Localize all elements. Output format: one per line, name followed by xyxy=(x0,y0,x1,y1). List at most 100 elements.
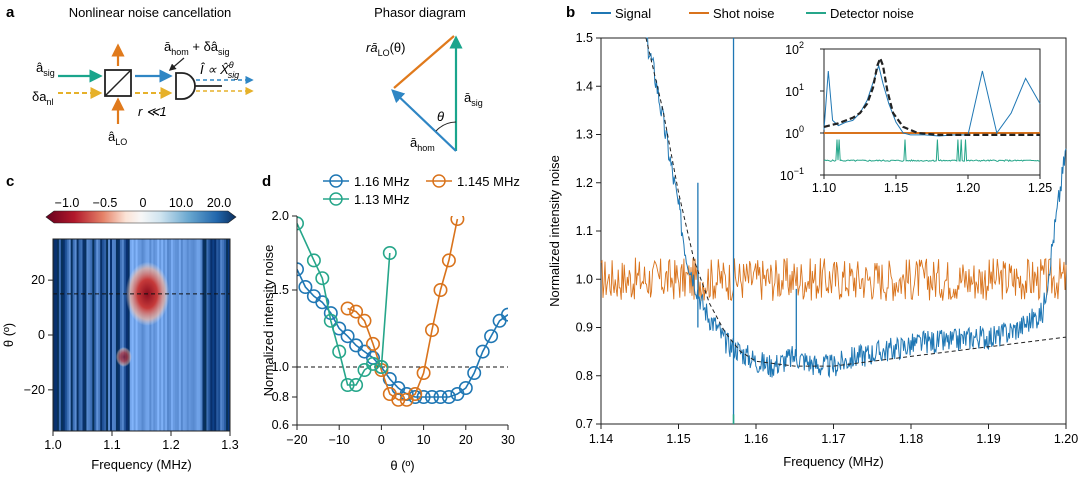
data-point xyxy=(408,386,423,401)
x-tick-label: 1.19 xyxy=(976,432,1000,446)
data-point xyxy=(298,279,313,294)
colorbar: −1.0 −0.5 0 10.0 20.0 xyxy=(45,196,237,224)
heatmap-column xyxy=(186,239,190,431)
colorbar-tick: 10.0 xyxy=(169,196,193,210)
heatmap-column xyxy=(165,239,168,431)
inset-y-tick-label: 100 xyxy=(785,124,804,141)
x-tick-label: 0 xyxy=(378,433,385,447)
data-point xyxy=(382,371,397,386)
data-point xyxy=(382,246,397,261)
heatmap-column xyxy=(115,239,119,431)
heatmap-column xyxy=(60,239,64,431)
heatmap-column xyxy=(200,239,203,431)
heatmap-column xyxy=(167,239,170,431)
legend-1145-marker xyxy=(432,174,446,188)
x-tick-label: 1.20 xyxy=(1054,432,1078,446)
phasor-diagram: Phasor diagram θ rāLO(θ) āsig āhom xyxy=(366,5,483,153)
axes xyxy=(296,216,508,426)
series-1145MHz xyxy=(340,216,465,407)
heatmap-column xyxy=(123,239,127,431)
legend-116-marker xyxy=(329,174,343,188)
colorbar-tick: −1.0 xyxy=(55,196,80,210)
y-tick-label: 1.0 xyxy=(272,360,289,374)
heatmap-column xyxy=(106,239,109,431)
heatmap-column xyxy=(204,239,207,431)
data-point xyxy=(467,365,482,380)
y-tick-label: 20 xyxy=(31,273,45,287)
heatmap-column xyxy=(98,239,101,431)
heatmap-column xyxy=(178,239,182,431)
data-point xyxy=(297,262,304,277)
data-point xyxy=(357,313,372,328)
x-tick-label: 1.3 xyxy=(221,438,238,452)
y-tick-label: 2.0 xyxy=(272,209,289,223)
ratio-label: r ≪1 xyxy=(138,104,167,119)
heatmap-column xyxy=(153,239,156,431)
chart-d-lines: −20 −10 0 10 20 30 0.6 0.8 1.0 1.5 2.0 θ (º) Normali… xyxy=(261,209,515,473)
panel-b-letter: b xyxy=(566,4,575,21)
data-point xyxy=(374,359,389,374)
heatmap-column xyxy=(96,239,99,431)
heatmap-column xyxy=(176,239,180,431)
heatmap-column xyxy=(88,239,91,431)
heatmap-column xyxy=(62,239,66,431)
data-point xyxy=(315,271,330,286)
x-tick-label: −10 xyxy=(329,433,350,447)
heatmap-column xyxy=(143,239,146,431)
input-sig-label: âsig xyxy=(36,60,55,78)
data-point xyxy=(340,329,355,344)
series-113MHz xyxy=(297,216,397,392)
heatmap-column xyxy=(121,239,125,431)
heatmap-column xyxy=(174,239,178,431)
data-point xyxy=(349,304,364,319)
panel-b: b Signal Shot noise Detector noise 1.14 1… xyxy=(547,4,1078,469)
panel-d-letter: d xyxy=(262,173,271,190)
legend-detector-label: Detector noise xyxy=(830,6,914,21)
lo-label: âLO xyxy=(108,129,127,147)
y-axis-label: θ (º) xyxy=(1,323,16,347)
panel-a-letter: a xyxy=(6,4,15,21)
heatmap-column xyxy=(188,239,192,431)
heatmap-column xyxy=(198,239,201,431)
heatmap-column xyxy=(74,239,77,431)
data-point xyxy=(484,329,499,344)
panel-d: d 1.16 MHz 1.145 MHz 1.13 MHz −20 −10 0 10 2… xyxy=(261,173,520,473)
y-tick-label: −20 xyxy=(24,383,45,397)
data-point xyxy=(501,307,508,322)
legend-signal-label: Signal xyxy=(615,6,651,21)
inset-frame xyxy=(823,48,1041,176)
data-point xyxy=(433,282,448,297)
heatmap-column xyxy=(70,239,74,431)
heatmap-column xyxy=(104,239,107,431)
heatmap-column xyxy=(139,239,142,431)
detector-label: Î ∝ X̂θ sig xyxy=(200,60,239,80)
heatmap-column xyxy=(64,239,68,431)
colorbar-tick: −0.5 xyxy=(93,196,118,210)
heatmap-column xyxy=(192,239,195,431)
data-point xyxy=(450,216,465,226)
y-tick-label: 0 xyxy=(38,328,45,342)
y-tick-label: 1.1 xyxy=(576,224,593,238)
y-tick-label: 1.3 xyxy=(576,128,593,142)
heatmap-column xyxy=(90,239,93,431)
heatmap-column xyxy=(171,239,174,431)
heatmap-column xyxy=(196,239,199,431)
legend-113-marker xyxy=(329,192,343,206)
heatmap-column xyxy=(169,239,172,431)
x-axis-label: Frequency (MHz) xyxy=(91,457,191,472)
heatmap-column xyxy=(100,239,103,431)
data-point xyxy=(424,389,439,404)
heatmap-column xyxy=(220,239,223,431)
y-tick-label: 0.8 xyxy=(576,369,593,383)
heatmap-column xyxy=(163,239,166,431)
heatmap-column xyxy=(80,239,83,431)
colorbar-tick: 0 xyxy=(140,196,147,210)
phasor-hom-vector xyxy=(391,89,457,152)
heatmap-column xyxy=(131,239,135,431)
heatmap-column xyxy=(127,239,131,431)
heatmap-column xyxy=(157,239,160,431)
panel-d-legend: 1.16 MHz 1.145 MHz 1.13 MHz xyxy=(323,174,520,207)
heatmap-column xyxy=(94,239,97,431)
x-tick-label: −20 xyxy=(286,433,307,447)
data-point xyxy=(475,344,490,359)
